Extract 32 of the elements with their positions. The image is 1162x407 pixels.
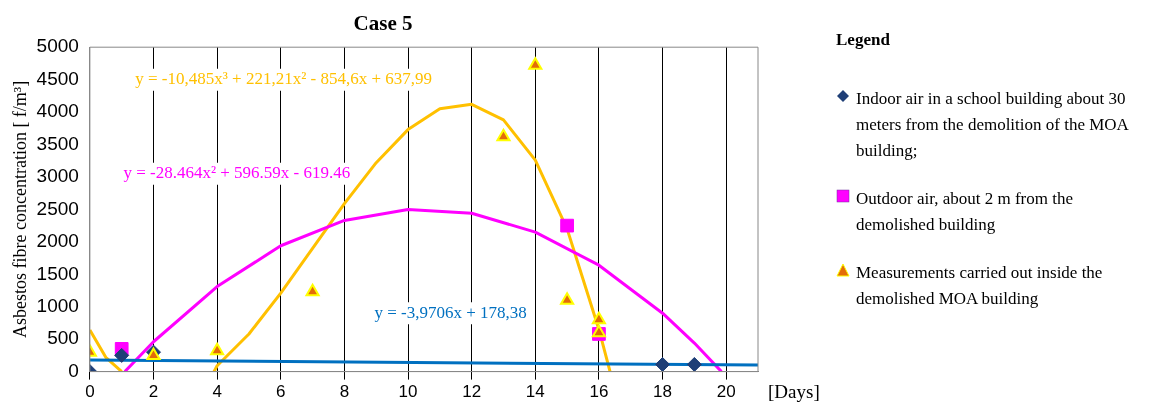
x-tick-label: 18 bbox=[653, 382, 673, 402]
x-axis-title: [Days] bbox=[768, 380, 820, 402]
annotation: y = -3,9706x + 178,38 bbox=[374, 302, 527, 322]
y-tick-label: 500 bbox=[47, 327, 79, 349]
y-axis-title: Asbestos fibre concentration [ f/m³] bbox=[9, 80, 30, 339]
legend-label: Outdoor air, about 2 m from the demolished building bbox=[856, 188, 1074, 236]
x-tick-label: 8 bbox=[339, 382, 350, 402]
annotation: y = -28.464x² + 596.59x - 619.46 bbox=[123, 163, 351, 183]
x-tick-label: 4 bbox=[212, 382, 222, 402]
y-tick-label: 1500 bbox=[36, 262, 79, 284]
x-tick-label: 6 bbox=[276, 382, 286, 402]
annotation: y = -10,485x³ + 221,21x² - 854,6x + 637,99 bbox=[135, 69, 433, 89]
y-tick-label: 2500 bbox=[36, 197, 79, 219]
y-tick-label: 1000 bbox=[36, 294, 79, 316]
x-tick-label: 10 bbox=[398, 382, 418, 402]
legend-title: Legend bbox=[836, 30, 891, 50]
x-tick-label: 2 bbox=[148, 382, 159, 402]
x-tick-label: 14 bbox=[525, 382, 545, 402]
x-tick-label: 16 bbox=[589, 382, 609, 402]
y-tick-label: 2000 bbox=[36, 230, 79, 252]
chart-title: Case 5 bbox=[353, 11, 413, 36]
y-tick-label: 0 bbox=[68, 359, 79, 381]
y-tick-label: 4500 bbox=[36, 67, 79, 89]
y-tick-label: 3500 bbox=[36, 132, 79, 154]
x-tick-label: 12 bbox=[462, 382, 482, 402]
legend-label: Measurements carried out inside the demolished MOA building bbox=[856, 262, 1104, 310]
y-tick-label: 3000 bbox=[36, 165, 79, 187]
y-tick-label: 5000 bbox=[36, 35, 79, 57]
legend-label: Indoor air in a school building about 30 meters from the demolition of the MOA building; bbox=[856, 88, 1130, 162]
x-tick-label: 0 bbox=[85, 382, 95, 402]
x-tick-label: 20 bbox=[716, 382, 736, 402]
y-tick-label: 4000 bbox=[36, 100, 79, 122]
